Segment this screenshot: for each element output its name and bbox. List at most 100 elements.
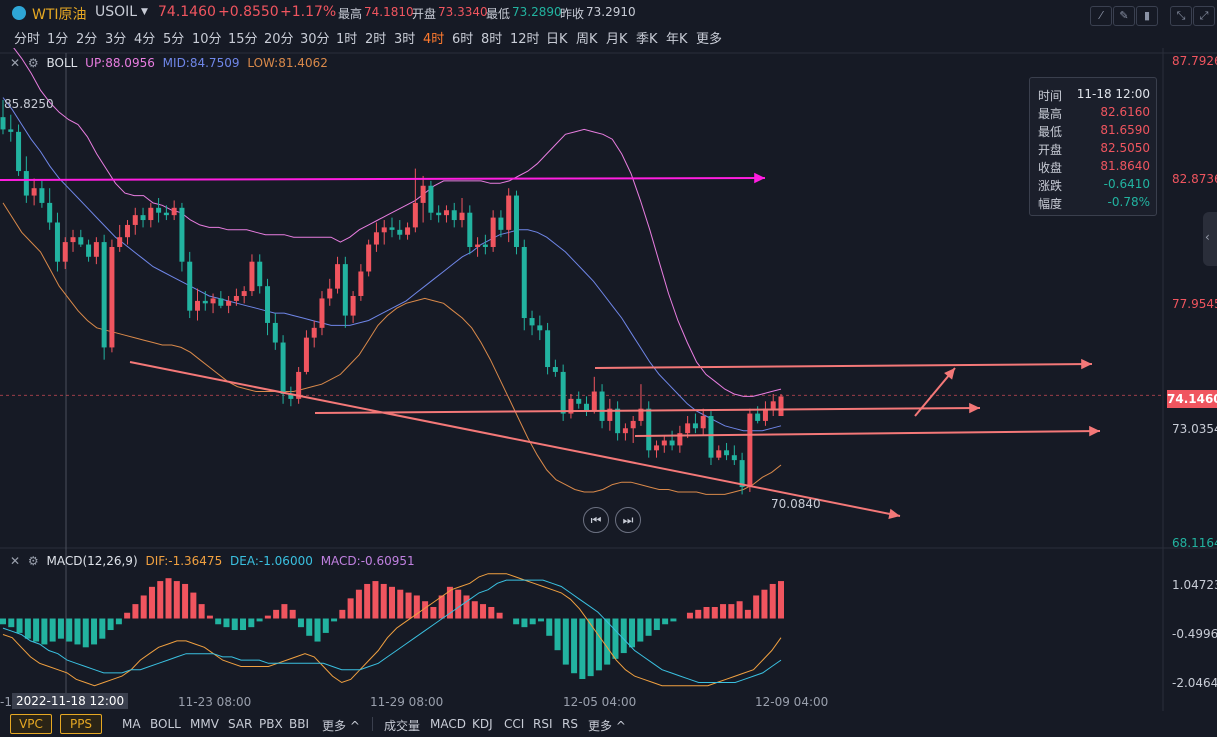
candle-body: [669, 440, 675, 446]
candle-body: [724, 450, 730, 456]
period-tab[interactable]: 年K: [666, 32, 688, 47]
tooltip-change-value: -0.6410: [1103, 177, 1150, 191]
price-change: +0.8550: [218, 4, 279, 20]
candle-body: [31, 188, 37, 196]
close-boll-icon[interactable]: ✕: [10, 56, 21, 70]
candle-body: [436, 212, 442, 216]
candle-body: [303, 337, 309, 372]
tooltip-time-value: 11-18 12:00: [1076, 87, 1150, 101]
period-tab[interactable]: 2分: [76, 32, 98, 47]
sub-indicator-item[interactable]: 成交量: [384, 719, 421, 733]
candle-style-icon[interactable]: ▮: [1136, 6, 1158, 26]
price-change-pct: +1.17%: [280, 4, 337, 20]
main-indicator-item[interactable]: MMV: [190, 717, 219, 731]
next-icon[interactable]: ⏭: [615, 507, 641, 533]
candle-body: [257, 261, 263, 287]
candle-body: [622, 428, 628, 434]
candle-body: [475, 244, 481, 247]
macd-histogram-bar: [355, 589, 362, 619]
candle-body: [412, 202, 418, 228]
macd-histogram-bar: [16, 618, 23, 633]
symbol-code[interactable]: USOIL: [95, 4, 138, 20]
period-tab[interactable]: 3时: [394, 32, 416, 47]
fullscreen-icon[interactable]: ⤢: [1193, 6, 1215, 26]
period-tab[interactable]: 季K: [636, 32, 658, 47]
candle-body: [584, 403, 589, 412]
left-price-label: 85.8250: [4, 97, 54, 111]
main-indicator-item[interactable]: MA: [122, 717, 141, 731]
period-tab[interactable]: 4分: [134, 32, 156, 47]
period-tab[interactable]: 20分: [264, 32, 294, 47]
period-tab[interactable]: 1时: [336, 32, 358, 47]
chart-area[interactable]: [0, 48, 1217, 711]
period-tab[interactable]: 12时: [510, 32, 540, 47]
settings-macd-icon[interactable]: ⚙: [27, 554, 39, 568]
candle-body: [78, 237, 84, 245]
period-tab[interactable]: 1分: [47, 32, 69, 47]
macd-histogram-bar: [0, 618, 6, 625]
period-tab[interactable]: 3分: [105, 32, 127, 47]
line-draw-icon[interactable]: ⁄: [1090, 6, 1112, 26]
period-tab[interactable]: 30分: [300, 32, 330, 47]
candle-body: [755, 413, 761, 421]
candle-body: [576, 398, 582, 404]
collapse-icon[interactable]: ⤡: [1170, 6, 1192, 26]
sub-indicator-item[interactable]: RSI: [533, 717, 553, 731]
candle-body: [288, 393, 294, 399]
macd-histogram-bar: [720, 604, 727, 619]
candle-body: [16, 131, 22, 172]
period-tab[interactable]: 5分: [163, 32, 185, 47]
candle-body: [311, 327, 317, 338]
tooltip-open-label: 开盘: [1038, 143, 1063, 157]
macd-histogram-bar: [314, 618, 321, 642]
macd-histogram-bar: [587, 618, 594, 677]
prev-icon[interactable]: ⏮: [583, 507, 609, 533]
macd-histogram-bar: [41, 618, 48, 645]
candle-body: [552, 367, 558, 372]
pen-icon[interactable]: ✎: [1113, 6, 1135, 26]
main-indicator-item[interactable]: SAR: [228, 717, 253, 731]
indicator-box[interactable]: PPS: [60, 714, 102, 734]
indicator-box[interactable]: VPC: [10, 714, 52, 734]
macd-histogram-bar: [529, 618, 536, 625]
candle-body: [187, 261, 193, 311]
macd-histogram-bar: [604, 618, 611, 665]
up-arrow-line-arrowhead: [944, 368, 955, 380]
period-tab[interactable]: 10分: [192, 32, 222, 47]
symbol-dropdown-icon[interactable]: ▼: [141, 7, 148, 17]
macd-legend: ✕ ⚙ MACD(12,26,9) DIF:-1.36475 DEA:-1.06…: [10, 554, 415, 568]
candle-body: [319, 298, 325, 328]
sub-indicator-item[interactable]: CCI: [504, 717, 525, 731]
main-indicator-item[interactable]: BOLL: [150, 717, 181, 731]
period-tab[interactable]: 8时: [481, 32, 503, 47]
period-tab[interactable]: 4时: [423, 32, 445, 47]
macd-histogram-bar: [264, 615, 271, 619]
period-tab[interactable]: 周K: [576, 32, 598, 47]
period-bar: 分时 1分 2分 3分 4分 5分 10分 15分 20分 30分 1时 2时 3时 4时 6时 8时 12时日…: [0, 26, 900, 48]
period-tab[interactable]: 更多: [696, 32, 723, 47]
period-tab[interactable]: 月K: [606, 32, 628, 47]
macd-histogram-bar: [513, 618, 520, 625]
sub-indicator-item[interactable]: 更多 ^: [588, 719, 626, 733]
macd-histogram-bar: [711, 606, 718, 619]
period-tab[interactable]: 日K: [546, 32, 568, 47]
period-tab[interactable]: 2时: [365, 32, 387, 47]
symbol-name[interactable]: WTI原油: [32, 7, 87, 23]
main-indicator-item[interactable]: BBI: [289, 717, 310, 731]
prev-close-label: 昨收: [560, 7, 585, 21]
close-macd-icon[interactable]: ✕: [10, 554, 21, 568]
sub-indicator-item[interactable]: MACD: [430, 717, 466, 731]
main-indicator-item[interactable]: 更多 ^: [322, 719, 360, 733]
main-indicator-item[interactable]: PBX: [259, 717, 283, 731]
settings-boll-icon[interactable]: ⚙: [27, 56, 39, 70]
macd-histogram-bar: [637, 618, 644, 642]
side-panel-toggle[interactable]: ‹: [1203, 212, 1217, 266]
macd-histogram-bar: [231, 618, 238, 631]
sub-indicator-item[interactable]: KDJ: [472, 717, 493, 731]
period-tab[interactable]: 6时: [452, 32, 474, 47]
sub-indicator-item[interactable]: RS: [562, 717, 578, 731]
period-tab[interactable]: 分时: [14, 32, 41, 47]
period-tab[interactable]: 15分: [228, 32, 258, 47]
candle-body: [654, 445, 660, 451]
macd-histogram-bar: [364, 583, 371, 619]
